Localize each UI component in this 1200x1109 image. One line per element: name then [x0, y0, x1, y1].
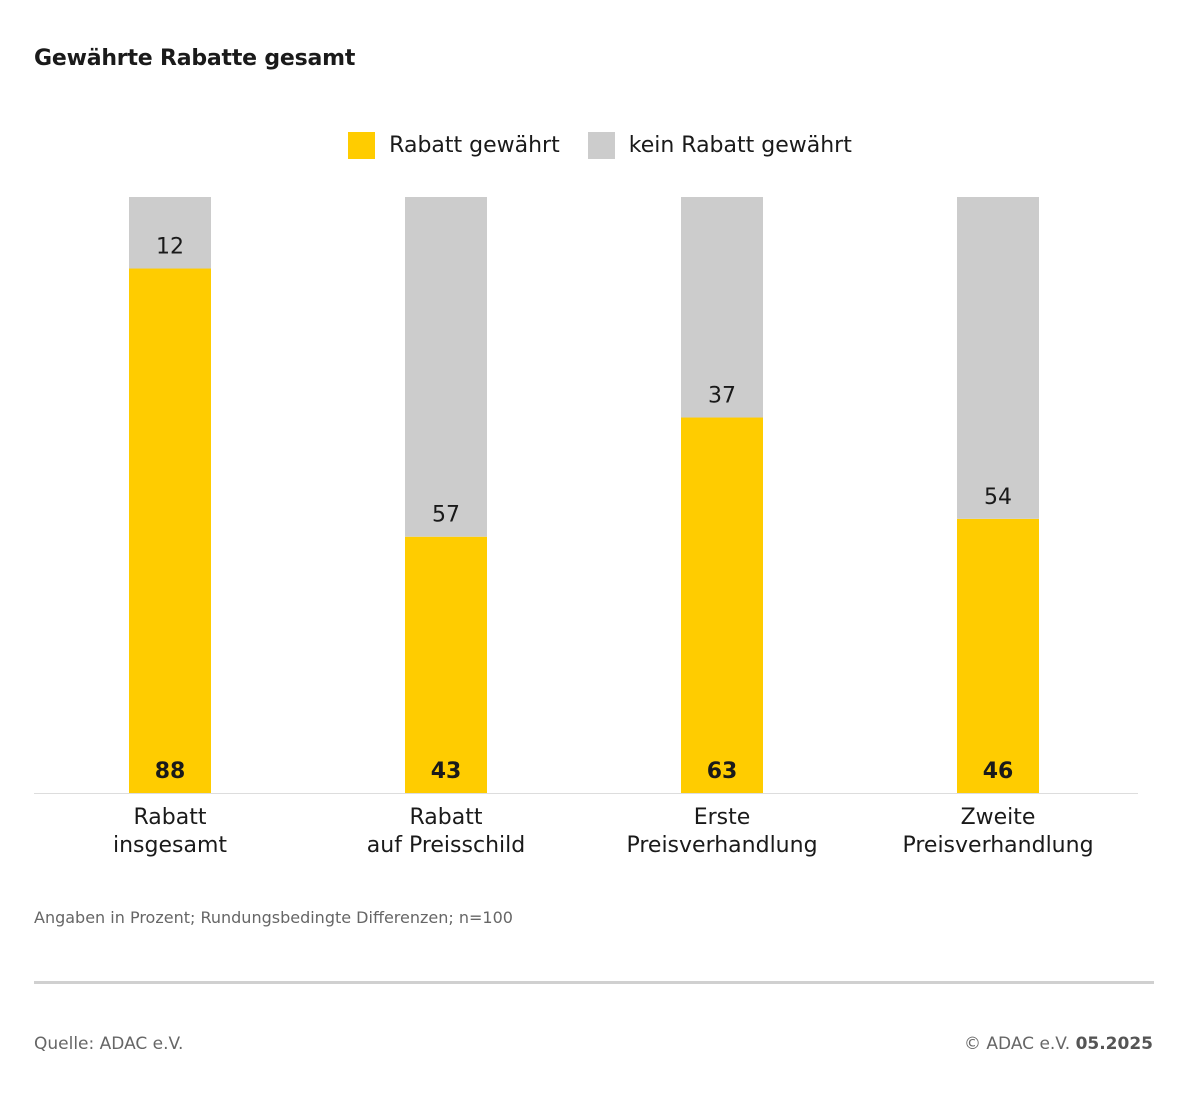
legend-swatch-rabatt	[348, 132, 376, 159]
bar-segment-kein-rabatt	[405, 197, 487, 537]
category-label: Zweite	[961, 805, 1036, 830]
category-label: Preisverhandlung	[902, 833, 1093, 858]
category-label: Preisverhandlung	[626, 833, 817, 858]
data-label-rabatt: 88	[155, 759, 186, 784]
chart-title: Gewährte Rabatte gesamt	[34, 46, 356, 71]
bar-segment-kein-rabatt	[681, 197, 763, 418]
bar-segment-rabatt	[957, 518, 1039, 793]
data-label-kein-rabatt: 37	[708, 384, 736, 409]
category-label: auf Preisschild	[367, 833, 525, 858]
legend-item-rabatt: Rabatt gewährt	[348, 132, 560, 159]
bar-segment-rabatt	[129, 268, 211, 793]
data-label-rabatt: 43	[431, 759, 462, 784]
legend-item-kein-rabatt: kein Rabatt gewährt	[587, 132, 852, 159]
bar-segment-kein-rabatt	[129, 197, 211, 269]
data-label-kein-rabatt: 54	[984, 485, 1012, 510]
legend-label-rabatt: Rabatt gewährt	[389, 133, 560, 158]
category-label: Erste	[694, 805, 751, 830]
bar-segment-kein-rabatt	[957, 197, 1039, 519]
divider	[34, 981, 1154, 984]
legend: Rabatt gewährt kein Rabatt gewährt	[0, 132, 1200, 159]
category-label: insgesamt	[113, 833, 227, 858]
category-label: Rabatt	[134, 805, 207, 830]
data-label-rabatt: 63	[707, 759, 738, 784]
legend-swatch-kein-rabatt	[587, 132, 615, 159]
category-label: Rabatt	[410, 805, 483, 830]
data-label-rabatt: 46	[983, 759, 1014, 784]
legend-label-kein-rabatt: kein Rabatt gewährt	[628, 133, 852, 158]
stacked-bar-chart: 88 12 Rabatt insgesamt 43 57 Rabatt auf Preissc…	[34, 197, 1138, 858]
copyright-text: © ADAC e.V.	[964, 1034, 1071, 1054]
bar-segment-rabatt	[405, 536, 487, 793]
bar-segment-rabatt	[681, 417, 763, 793]
publication-date: 05.2025	[1075, 1034, 1153, 1054]
footnote: Angaben in Prozent; Rundungsbedingte Dif…	[34, 908, 513, 927]
data-label-kein-rabatt: 12	[156, 235, 184, 260]
copyright: © ADAC e.V. 05.2025	[964, 1034, 1153, 1054]
source-text: Quelle: ADAC e.V.	[34, 1034, 184, 1054]
data-label-kein-rabatt: 57	[432, 503, 460, 528]
